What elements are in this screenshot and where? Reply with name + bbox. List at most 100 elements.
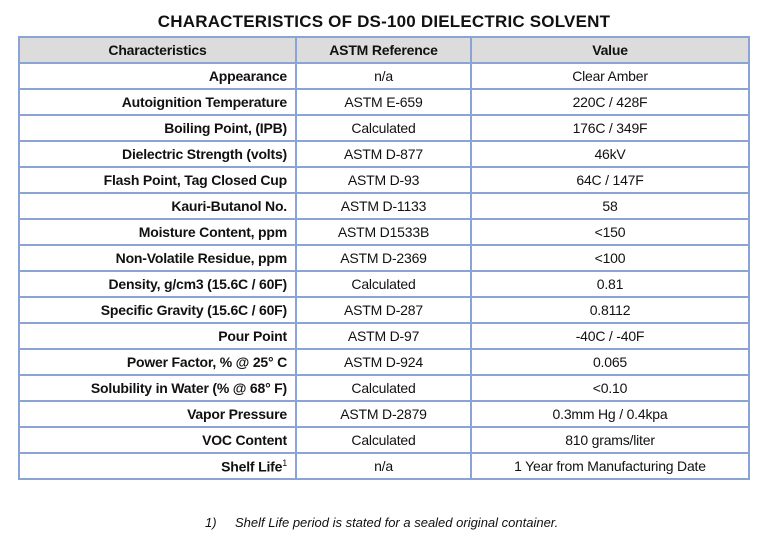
table-cell: ASTM D-287 (295, 296, 472, 324)
cell-text: 0.8112 (589, 302, 631, 318)
table-row: Dielectric Strength (volts) ASTM D-877 46k… (18, 140, 750, 168)
cell-text: 0.3mm Hg / 0.4kpa (552, 406, 668, 422)
cell-text: ASTM D1533B (337, 224, 430, 240)
table-cell: Pour Point (18, 322, 297, 350)
table-cell: <150 (470, 218, 750, 246)
cell-text: ASTM D-93 (347, 172, 420, 188)
superscript: 1 (282, 457, 287, 468)
table-cell: 0.065 (470, 348, 750, 376)
table-row: Solubility in Water (% @ 68° F) Calculate… (18, 374, 750, 402)
cell-text: ASTM D-2879 (340, 406, 427, 422)
cell-text: Calculated (351, 380, 416, 396)
table-row: Vapor Pressure ASTM D-2879 0.3mm Hg / 0.4k… (18, 400, 750, 428)
cell-text: 220C / 428F (572, 94, 648, 110)
table-row: Flash Point, Tag Closed Cup ASTM D-93 64C … (18, 166, 750, 194)
table-cell: Appearance (18, 62, 297, 90)
cell-text: Calculated (351, 432, 416, 448)
table-cell: Solubility in Water (% @ 68° F) (18, 374, 297, 402)
cell-text: Solubility in Water (% @ 68° F) (90, 380, 287, 396)
table-cell: ASTM D-93 (295, 166, 472, 194)
header-cell: Characteristics (18, 36, 297, 64)
table-row: Power Factor, % @ 25° C ASTM D-924 0.065 (18, 348, 750, 376)
table-cell: Shelf Life1 (18, 452, 297, 480)
cell-text: ASTM D-287 (344, 302, 423, 318)
cell-text: Specific Gravity (15.6C / 60F) (100, 302, 287, 318)
cell-text: Dielectric Strength (volts) (122, 146, 287, 162)
cell-text: <0.10 (592, 380, 628, 396)
header-cell: ASTM Reference (295, 36, 472, 64)
table-cell: <100 (470, 244, 750, 272)
table-body: Appearance n/a Clear Amber Autoignition Tem… (18, 62, 750, 480)
cell-text: 810 grams/liter (565, 432, 655, 448)
cell-text: ASTM E-659 (344, 94, 423, 110)
table-cell: Calculated (295, 374, 472, 402)
table-cell: 176C / 349F (470, 114, 750, 142)
table-cell: -40C / -40F (470, 322, 750, 350)
table-row: Kauri-Butanol No. ASTM D-1133 58 (18, 192, 750, 220)
cell-text: ASTM D-924 (344, 354, 423, 370)
table-cell: 46kV (470, 140, 750, 168)
cell-text: ASTM D-1133 (340, 198, 427, 214)
table-cell: 58 (470, 192, 750, 220)
table-cell: Calculated (295, 270, 472, 298)
footnote-marker: 1) (205, 515, 217, 530)
table-row: Moisture Content, ppm ASTM D1533B <150 (18, 218, 750, 246)
characteristics-table: Characteristics ASTM Reference Value Appea… (18, 36, 750, 480)
table-row: VOC Content Calculated 810 grams/liter (18, 426, 750, 454)
cell-text: VOC Content (202, 432, 287, 448)
table-cell: ASTM D-1133 (295, 192, 472, 220)
table-row: Autoignition Temperature ASTM E-659 220C /… (18, 88, 750, 116)
table-cell: 1 Year from Manufacturing Date (470, 452, 750, 480)
table-cell: 810 grams/liter (470, 426, 750, 454)
table-cell: ASTM E-659 (295, 88, 472, 116)
table-cell: ASTM D-2369 (295, 244, 472, 272)
table-row: Boiling Point, (IPB) Calculated 176C / 349… (18, 114, 750, 142)
cell-text: Autoignition Temperature (121, 94, 287, 110)
cell-text: Power Factor, % @ 25° C (126, 354, 287, 370)
cell-text: Density, g/cm3 (15.6C / 60F) (108, 276, 287, 292)
table-cell: ASTM D1533B (295, 218, 472, 246)
cell-text: Vapor Pressure (187, 406, 287, 422)
cell-text: 58 (602, 198, 618, 214)
table-cell: n/a (295, 452, 472, 480)
table-row: Shelf Life1 n/a 1 Year from Manufacturing … (18, 452, 750, 480)
footnote-text: Shelf Life period is stated for a sealed… (235, 515, 559, 530)
cell-text: 0.065 (592, 354, 628, 370)
cell-text: ASTM D-97 (347, 328, 420, 344)
table-cell: 0.81 (470, 270, 750, 298)
cell-text: Clear Amber (572, 68, 648, 84)
header-cell: Value (470, 36, 750, 64)
cell-text: 1 Year from Manufacturing Date (514, 458, 706, 474)
table-row: Non-Volatile Residue, ppm ASTM D-2369 <100 (18, 244, 750, 272)
cell-text: 46kV (594, 146, 626, 162)
cell-text: Calculated (351, 276, 416, 292)
table-cell: Dielectric Strength (volts) (18, 140, 297, 168)
cell-text: Appearance (208, 68, 287, 84)
cell-text: Non-Volatile Residue, ppm (115, 250, 288, 266)
cell-text: n/a (374, 68, 393, 84)
table-cell: ASTM D-2879 (295, 400, 472, 428)
table-row: Appearance n/a Clear Amber (18, 62, 750, 90)
footnote: 1) Shelf Life period is stated for a seal… (205, 515, 558, 530)
title: CHARACTERISTICS OF DS-100 DIELECTRIC SOL… (157, 12, 611, 31)
table-cell: Specific Gravity (15.6C / 60F) (18, 296, 297, 324)
table-cell: Kauri-Butanol No. (18, 192, 297, 220)
table-row: Specific Gravity (15.6C / 60F) ASTM D-287… (18, 296, 750, 324)
cell-text: 64C / 147F (576, 172, 644, 188)
cell-text: Kauri-Butanol No. (171, 198, 287, 214)
table-cell: Clear Amber (470, 62, 750, 90)
table-cell: Autoignition Temperature (18, 88, 297, 116)
table-cell: ASTM D-877 (295, 140, 472, 168)
cell-text: <150 (594, 224, 626, 240)
table-cell: Calculated (295, 426, 472, 454)
table-cell: 0.8112 (470, 296, 750, 324)
table-cell: 0.3mm Hg / 0.4kpa (470, 400, 750, 428)
cell-text: -40C / -40F (575, 328, 645, 344)
table-cell: Flash Point, Tag Closed Cup (18, 166, 297, 194)
table-cell: n/a (295, 62, 472, 90)
header-row: Characteristics ASTM Reference Value (18, 36, 750, 64)
table-cell: 220C / 428F (470, 88, 750, 116)
cell-text: n/a (374, 458, 393, 474)
cell-text: 176C / 349F (572, 120, 648, 136)
